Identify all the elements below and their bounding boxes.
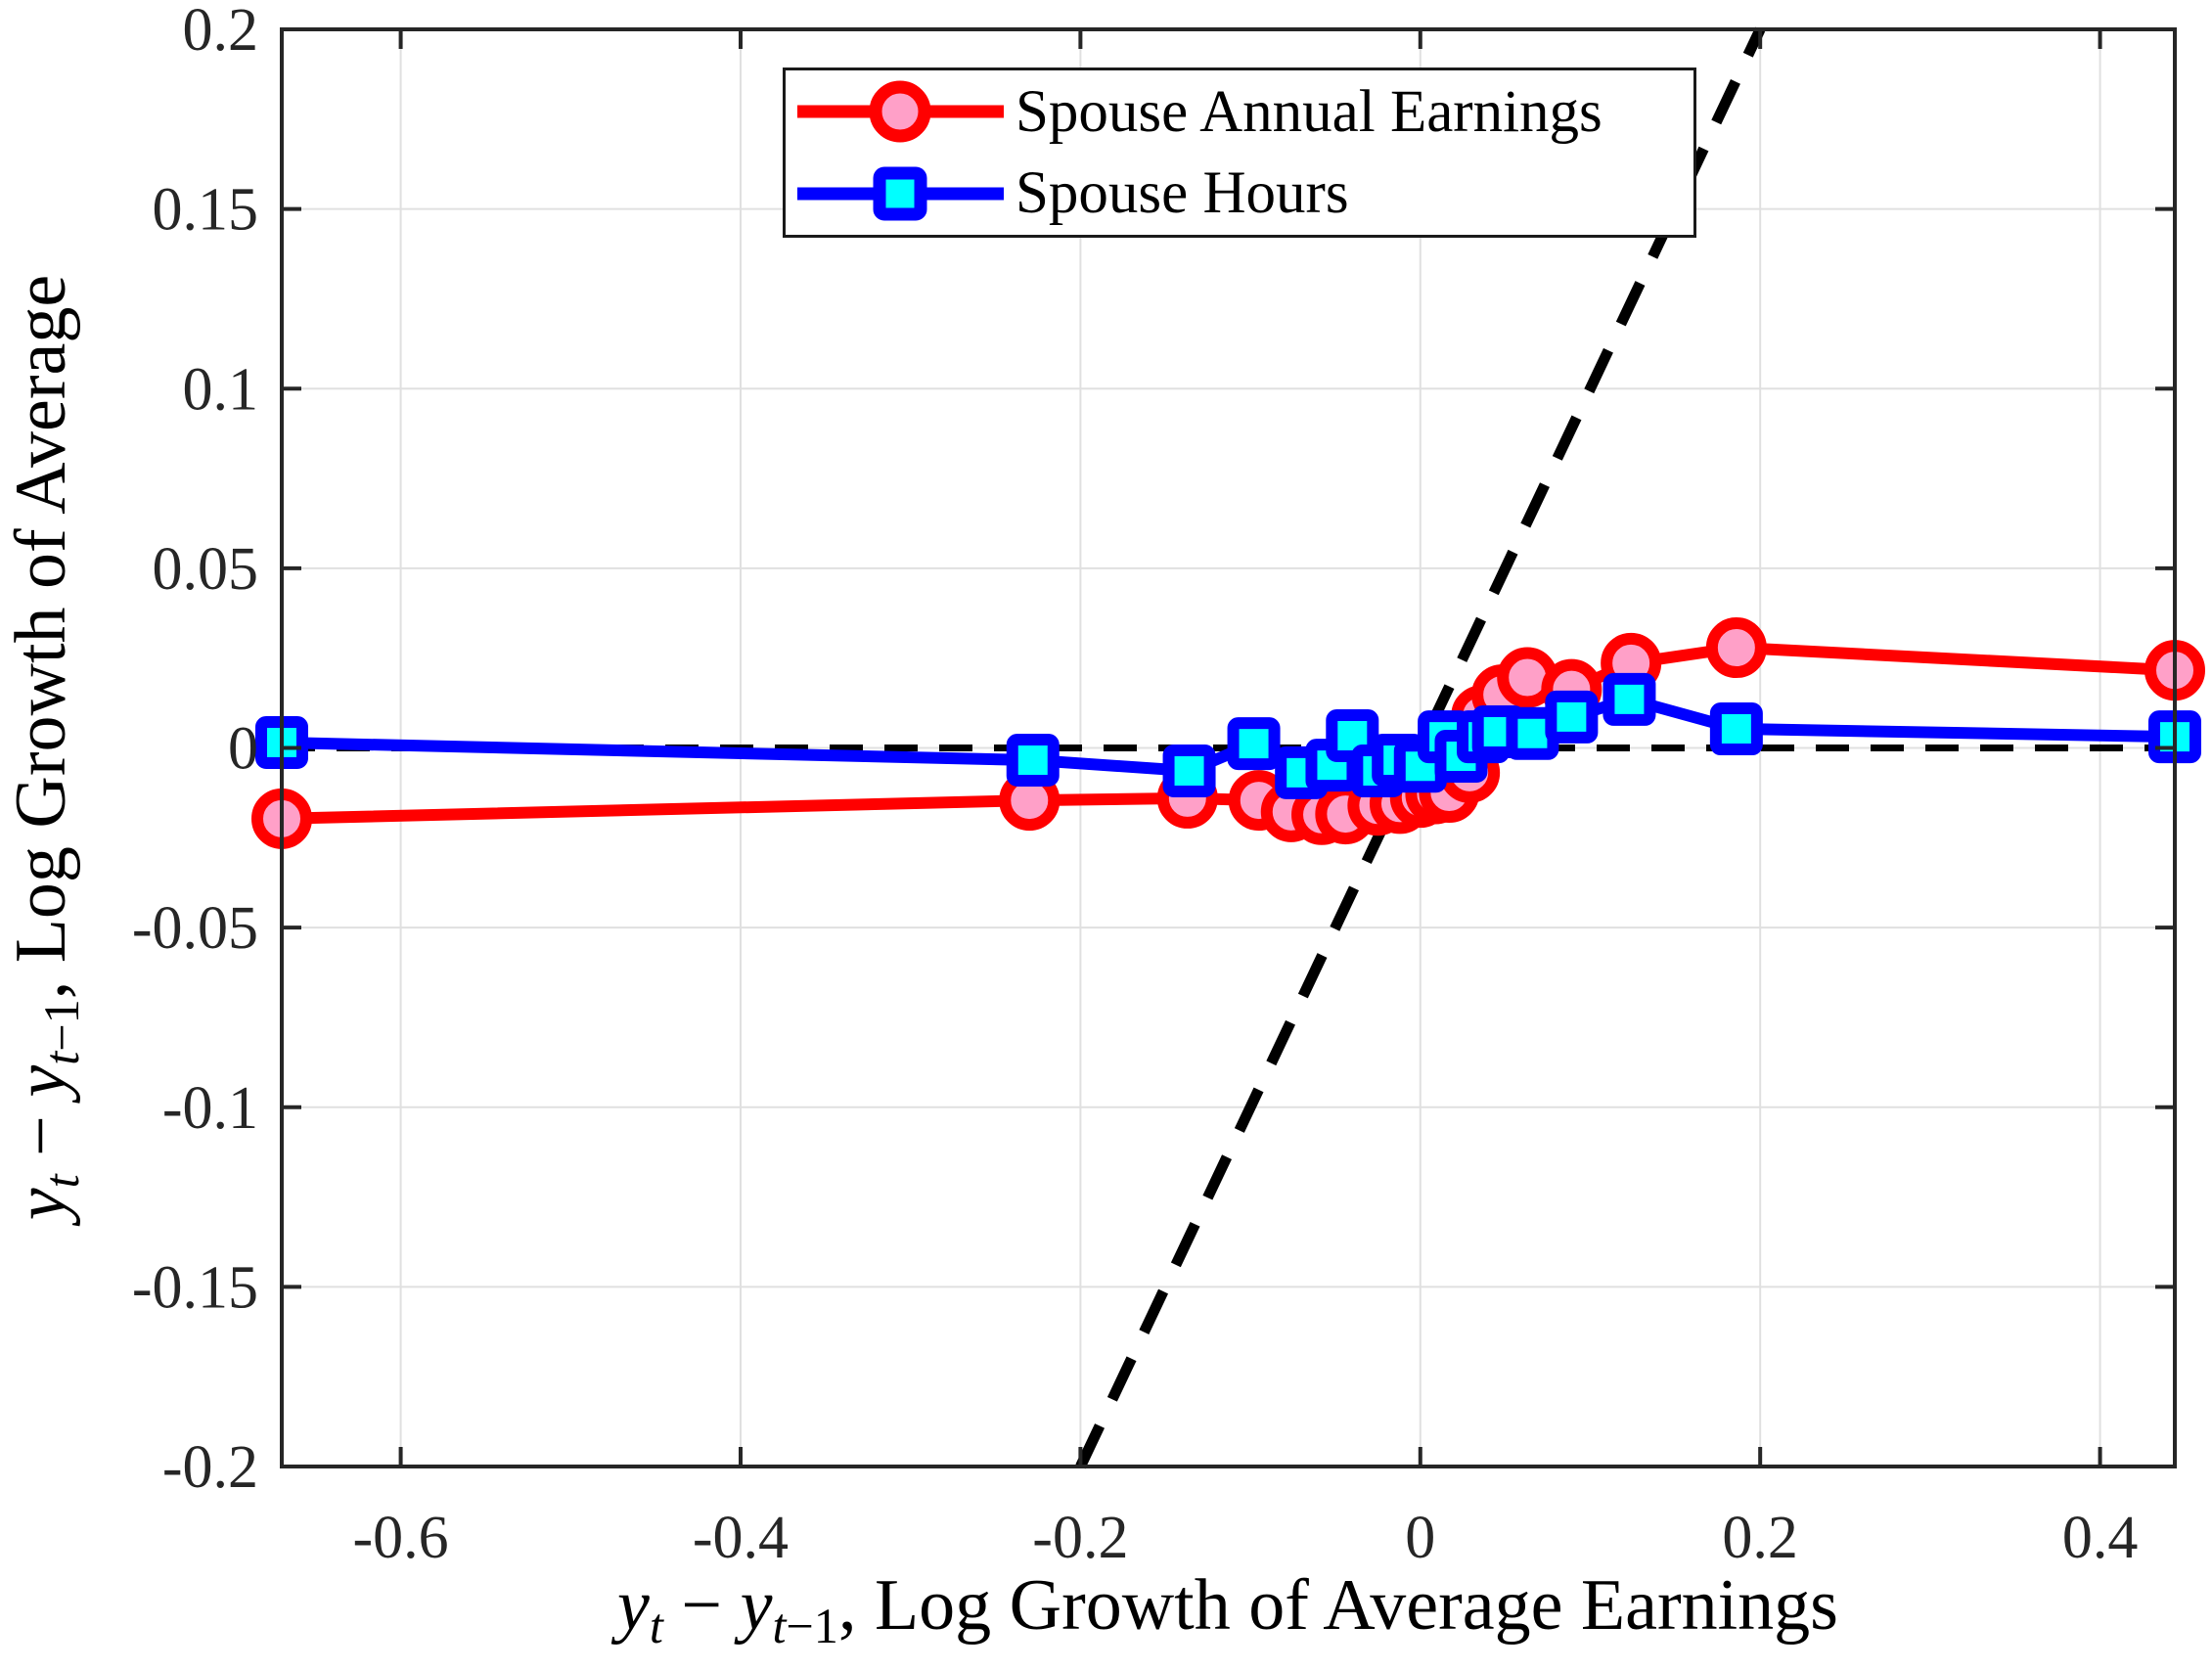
y-tick-label: -0.05 (132, 895, 258, 962)
data-point-marker-square (1709, 702, 1763, 756)
y-tick-label: 0.1 (183, 356, 259, 423)
x-tick-label: -0.4 (693, 1505, 789, 1571)
legend-label-spouse-annual-earnings: Spouse Annual Earnings (1016, 78, 1603, 145)
data-point-marker-square (1162, 745, 1216, 798)
axis-label-segment: − (662, 1564, 741, 1646)
legend-square-marker-icon (797, 166, 1004, 221)
x-axis-label: yt − yt−1, Log Growth of Average Earning… (617, 1564, 1838, 1654)
axis-label-segment: t (649, 1599, 663, 1654)
x-tick-label: 0 (1405, 1505, 1435, 1571)
data-point-marker-square (1603, 672, 1656, 726)
axis-label-segment: −1 (786, 1599, 838, 1654)
y-tick-label: 0 (228, 716, 258, 783)
axis-label-segment: y (617, 1564, 650, 1646)
axis-label-segment: t (34, 1051, 90, 1065)
axis-label-segment: − (0, 1097, 81, 1175)
y-tick-label: 0.05 (153, 536, 259, 603)
y-tick-label: -0.15 (132, 1254, 258, 1321)
legend-label-spouse-hours: Spouse Hours (1016, 160, 1349, 227)
data-point-marker-circle (1705, 617, 1767, 679)
legend: Spouse Annual Earnings Spouse Hours (783, 68, 1696, 238)
data-point-marker-square (1227, 717, 1281, 771)
axis-label-segment: t (772, 1599, 787, 1654)
axis-label-segment: −1 (34, 999, 90, 1052)
45-degree-line (1075, 26, 1766, 1469)
data-point-marker-square (1006, 733, 1060, 787)
x-tick-label: 0.2 (1722, 1505, 1798, 1571)
y-tick-label: 0.15 (153, 177, 259, 244)
x-tick-label: -0.6 (353, 1505, 449, 1571)
axis-label-segment: , Log Growth of Average (0, 274, 81, 1000)
x-tick-label: -0.2 (1032, 1505, 1128, 1571)
axis-label-segment: , Log Growth of Average Earnings (837, 1564, 1838, 1646)
y-tick-label: -0.2 (162, 1434, 258, 1501)
y-tick-label: 0.2 (183, 0, 259, 64)
axis-label-segment: y (0, 1064, 81, 1098)
axis-label-segment: t (34, 1174, 90, 1189)
data-point-marker-square (1545, 690, 1599, 744)
x-tick-label: 0.4 (2062, 1505, 2139, 1571)
legend-entry-spouse-annual-earnings: Spouse Annual Earnings (786, 71, 1693, 152)
axis-label-segment: y (740, 1564, 773, 1646)
legend-circle-marker-icon (797, 80, 1004, 143)
axis-label-segment: y (0, 1188, 81, 1221)
legend-entry-spouse-hours: Spouse Hours (786, 154, 1693, 234)
y-tick-label: -0.1 (162, 1075, 258, 1142)
y-axis-label: yt − yt−1, Log Growth of Average (0, 275, 90, 1220)
